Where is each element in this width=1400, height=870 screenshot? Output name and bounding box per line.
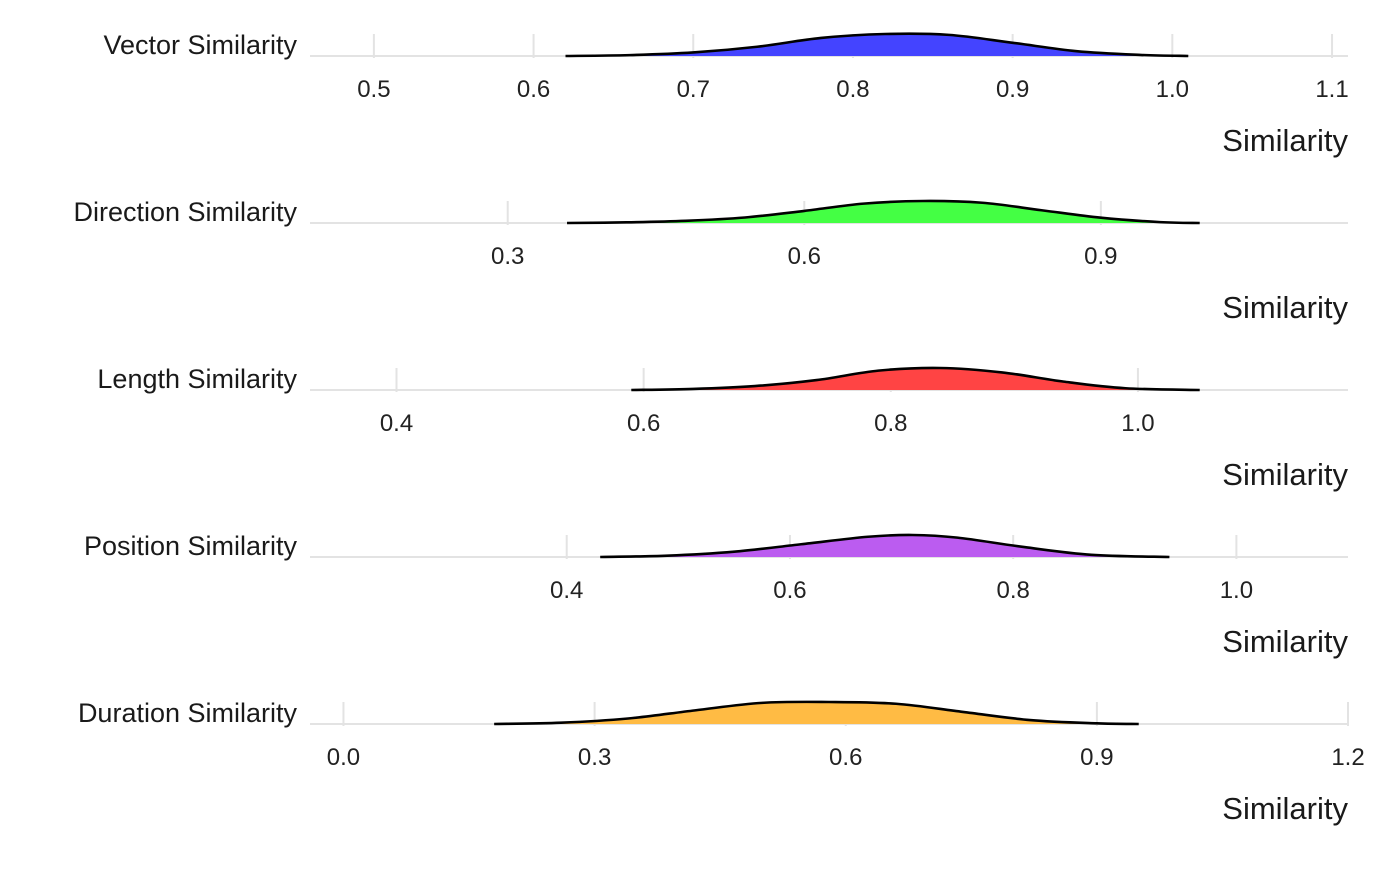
density-line bbox=[494, 700, 1139, 726]
tick-label: 0.6 bbox=[517, 76, 550, 103]
tick-label: 0.6 bbox=[627, 410, 660, 437]
tick-label: 1.2 bbox=[1331, 744, 1364, 771]
tick-label: 0.6 bbox=[829, 744, 862, 771]
tick-label: 0.3 bbox=[491, 243, 524, 270]
density-area bbox=[494, 701, 1139, 724]
x-axis-title: Similarity bbox=[1222, 791, 1348, 826]
row-label: Vector Similarity bbox=[103, 30, 297, 60]
x-axis-title: Similarity bbox=[1222, 290, 1348, 325]
row-label: Length Similarity bbox=[97, 364, 297, 394]
tick-label: 0.7 bbox=[677, 76, 710, 103]
row-label: Direction Similarity bbox=[73, 197, 297, 227]
row-label: Position Similarity bbox=[84, 531, 298, 561]
tick-label: 0.6 bbox=[773, 577, 806, 604]
x-axis-title: Similarity bbox=[1222, 457, 1348, 492]
tick-label: 1.1 bbox=[1315, 76, 1348, 103]
density-area bbox=[567, 200, 1200, 223]
tick-label: 0.3 bbox=[578, 744, 611, 771]
tick-label: 1.0 bbox=[1121, 410, 1154, 437]
tick-label: 1.0 bbox=[1220, 577, 1253, 604]
tick-label: 0.4 bbox=[380, 410, 413, 437]
density-area bbox=[631, 367, 1200, 390]
row-label: Duration Similarity bbox=[78, 698, 298, 728]
density-line bbox=[600, 533, 1170, 559]
tick-label: 0.9 bbox=[1084, 243, 1117, 270]
tick-label: 0.4 bbox=[550, 577, 583, 604]
tick-label: 0.9 bbox=[996, 76, 1029, 103]
tick-label: 0.8 bbox=[996, 577, 1029, 604]
x-axis-title: Similarity bbox=[1222, 624, 1348, 659]
density-line bbox=[631, 366, 1200, 392]
x-axis-title: Similarity bbox=[1222, 123, 1348, 158]
tick-label: 0.0 bbox=[327, 744, 360, 771]
tick-label: 0.8 bbox=[874, 410, 907, 437]
tick-label: 1.0 bbox=[1156, 76, 1189, 103]
tick-label: 0.5 bbox=[357, 76, 390, 103]
tick-label: 0.8 bbox=[836, 76, 869, 103]
tick-label: 0.9 bbox=[1080, 744, 1113, 771]
tick-label: 0.6 bbox=[788, 243, 821, 270]
density-line bbox=[565, 32, 1189, 58]
density-line bbox=[567, 199, 1200, 225]
